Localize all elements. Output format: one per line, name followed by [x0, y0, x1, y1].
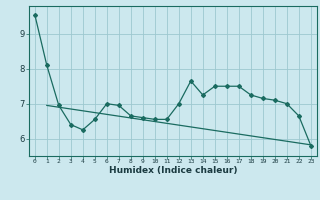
- X-axis label: Humidex (Indice chaleur): Humidex (Indice chaleur): [108, 166, 237, 175]
